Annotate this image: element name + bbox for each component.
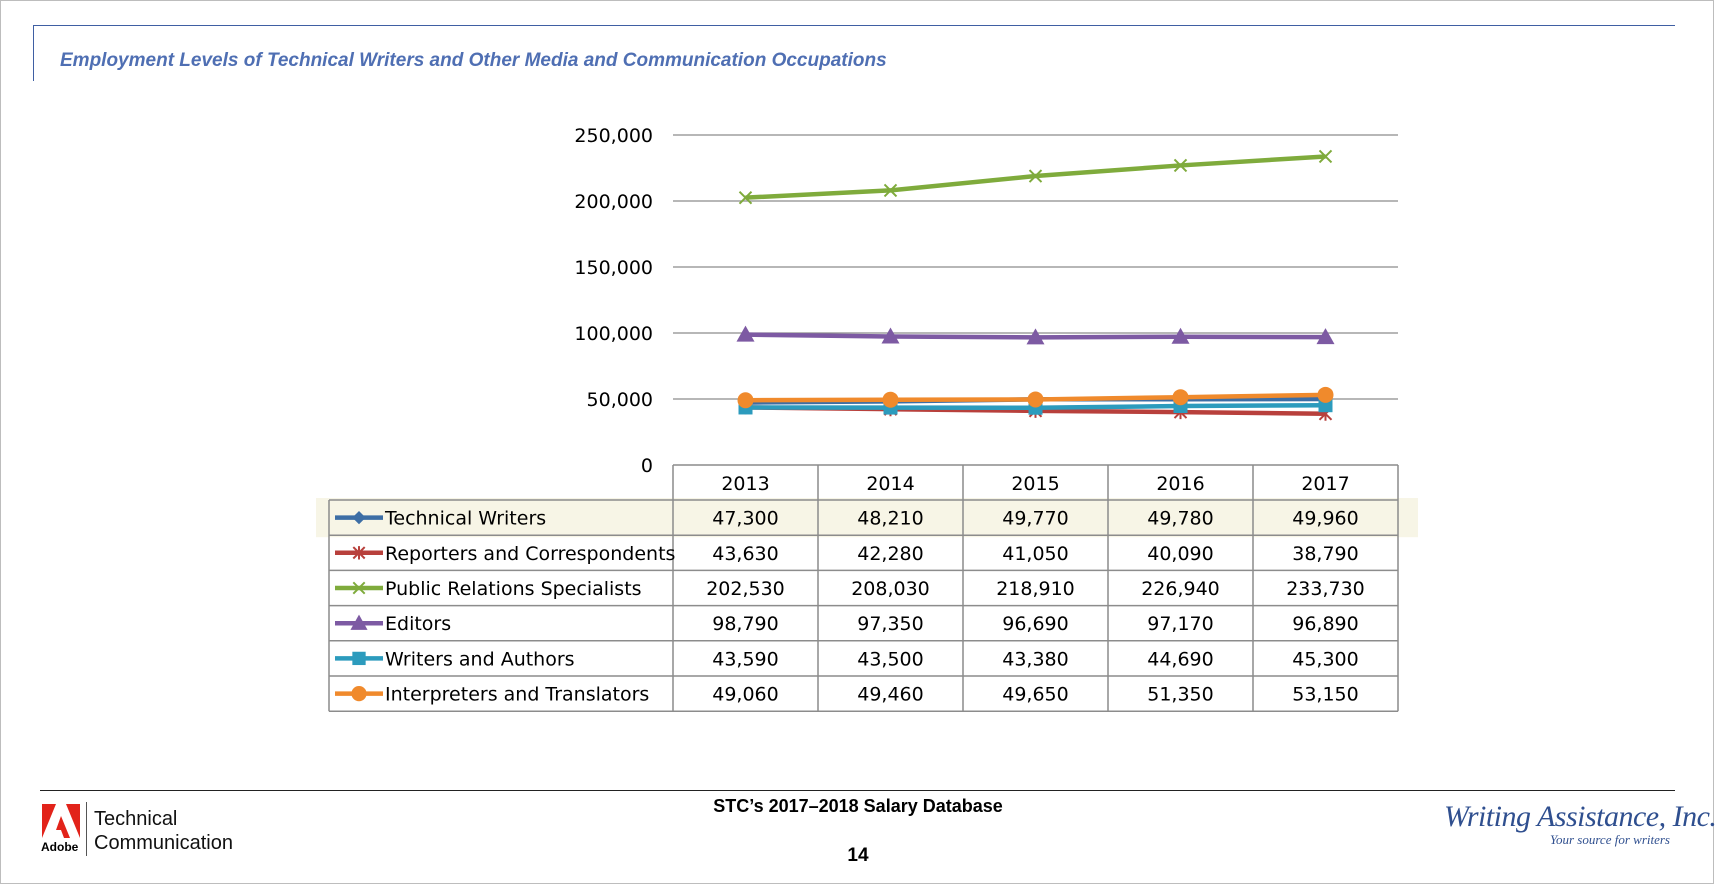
table-cell-value: 96,890 [1292, 613, 1358, 635]
table-cell-value: 96,690 [1002, 613, 1068, 635]
legend-label: Editors [385, 613, 451, 635]
employment-chart: 0 50,000 100,000 150,000 200,000 250,000 2013… [316, 125, 1418, 712]
asterisk-marker [352, 546, 366, 560]
series-interpreters-and-translators [737, 386, 1334, 409]
series-editors [736, 325, 1335, 345]
table-cell-value: 97,170 [1147, 613, 1213, 635]
triangle-marker [736, 325, 755, 342]
table-cell-value: 38,790 [1292, 543, 1358, 565]
y-tick-label: 150,000 [574, 257, 653, 279]
table-cell-value: 49,650 [1002, 684, 1068, 706]
table-cell-value: 98,790 [712, 613, 778, 635]
square-marker [352, 651, 366, 666]
footer-title: STC’s 2017–2018 Salary Database [713, 796, 1003, 816]
y-tick-label: 250,000 [574, 125, 653, 147]
x-marker [1173, 158, 1188, 173]
x-marker [883, 183, 898, 198]
circle-marker [882, 391, 899, 408]
table-cell-value: 44,690 [1147, 648, 1213, 670]
writing-assistance-tagline: Your source for writers [1549, 832, 1670, 847]
table-cell-value: 43,380 [1002, 648, 1068, 670]
y-tick-label: 100,000 [574, 323, 653, 345]
table-cell-value: 218,910 [996, 578, 1075, 600]
logo-divider [86, 802, 87, 856]
legend-label: Writers and Authors [385, 648, 575, 670]
table-row: Interpreters and Translators 49,060 49,460… [335, 684, 1359, 706]
table-cell-value: 49,770 [1002, 508, 1068, 530]
data-table: 2013 2014 2015 2016 2017 Technical Writers 47,… [316, 464, 1418, 712]
x-marker [738, 190, 753, 205]
x-marker [1028, 169, 1043, 183]
circle-marker [1027, 391, 1044, 408]
page-title: Employment Levels of Technical Writers a… [60, 50, 887, 71]
table-cell-value: 53,150 [1292, 684, 1358, 706]
title-rule-left [33, 25, 34, 81]
x-tick-label: 2016 [1156, 473, 1204, 495]
adobe-logo-icon [42, 804, 80, 838]
legend-label: Technical Writers [384, 508, 546, 530]
technical-communication-logo-line2: Communication [94, 832, 233, 854]
circle-marker [737, 392, 754, 409]
x-tick-label: 2014 [866, 473, 914, 495]
adobe-wordmark: Adobe [41, 840, 79, 854]
table-row: Writers and Authors 43,590 43,500 43,380 44,… [335, 648, 1359, 670]
table-row: Technical Writers 47,300 48,210 49,770 49,78… [335, 508, 1359, 530]
table-cell-value: 202,530 [706, 578, 785, 600]
page-number: 14 [847, 845, 869, 866]
table-cell-value: 43,500 [857, 648, 923, 670]
table-row: Public Relations Specialists 202,530 208,0… [335, 578, 1365, 600]
row-highlight [316, 498, 1418, 538]
table-cell-value: 97,350 [857, 613, 923, 635]
technical-communication-logo-line1: Technical [94, 808, 178, 830]
y-axis-ticks: 0 50,000 100,000 150,000 200,000 250,000 [574, 125, 653, 477]
table-row: Reporters and Correspondents 43,630 42,280… [335, 543, 1359, 565]
y-tick-label: 0 [641, 455, 653, 477]
legend-label: Interpreters and Translators [385, 684, 649, 706]
x-tick-label: 2017 [1301, 473, 1349, 495]
series-lines [736, 149, 1335, 421]
table-cell-value: 49,460 [857, 684, 923, 706]
x-marker [352, 581, 366, 595]
table-cell-value: 43,630 [712, 543, 778, 565]
table-cell-value: 48,210 [857, 508, 923, 530]
triangle-marker [1316, 328, 1335, 345]
legend-label: Public Relations Specialists [385, 578, 642, 600]
table-cell-value: 233,730 [1286, 578, 1365, 600]
table-cell-value: 45,300 [1292, 648, 1358, 670]
circle-marker [1317, 386, 1334, 403]
x-marker [1318, 149, 1333, 164]
triangle-marker [350, 614, 368, 630]
triangle-marker [1171, 327, 1190, 344]
diamond-marker [352, 510, 366, 525]
table-cell-value: 208,030 [851, 578, 930, 600]
legend-label: Reporters and Correspondents [385, 543, 675, 565]
series-public-relations-specialists [738, 149, 1333, 205]
table-cell-value: 43,590 [712, 648, 778, 670]
table-cell-value: 49,960 [1292, 508, 1358, 530]
table-cell-value: 226,940 [1141, 578, 1220, 600]
y-tick-label: 200,000 [574, 191, 653, 213]
table-cell-value: 40,090 [1147, 543, 1213, 565]
triangle-marker [1026, 328, 1045, 345]
table-cell-value: 49,780 [1147, 508, 1213, 530]
table-cell-value: 42,280 [857, 543, 923, 565]
table-row: Editors 98,790 97,350 96,690 97,170 96,890 [335, 613, 1359, 635]
footer-rule [40, 790, 1675, 791]
table-cell-value: 47,300 [712, 508, 778, 530]
triangle-marker [881, 327, 900, 344]
table-cell-value: 51,350 [1147, 684, 1213, 706]
writing-assistance-logo: Writing Assistance, Inc. [1444, 800, 1716, 833]
circle-marker [351, 686, 367, 702]
circle-marker [1172, 389, 1189, 406]
table-cell-value: 41,050 [1002, 543, 1068, 565]
title-rule [33, 25, 1675, 26]
x-tick-label: 2015 [1011, 473, 1059, 495]
table-cell-value: 49,060 [712, 684, 778, 706]
x-tick-label: 2013 [721, 473, 769, 495]
y-tick-label: 50,000 [587, 389, 653, 411]
